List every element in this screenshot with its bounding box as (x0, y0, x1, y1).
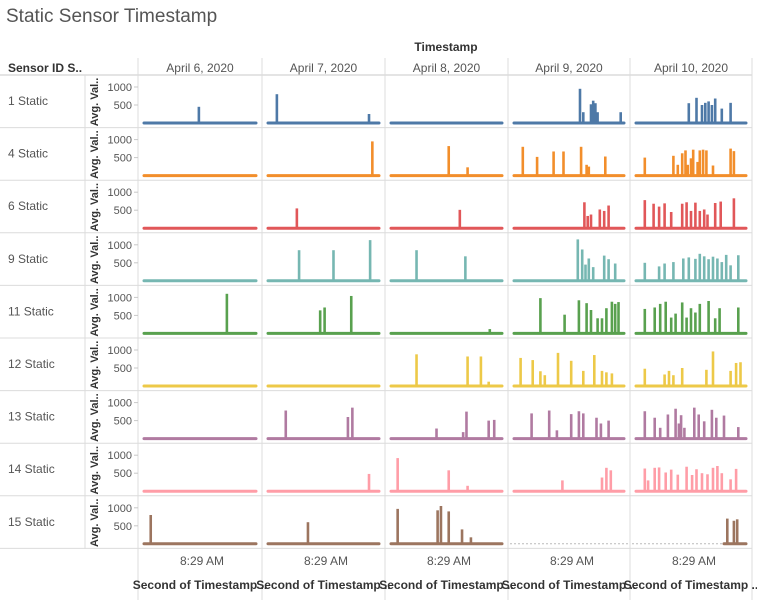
chart-title: Static Sensor Timestamp (6, 6, 218, 27)
row-label: 11 Static (8, 304, 54, 318)
y-axis-label: Avg. Val.. (89, 499, 101, 548)
row-label: 12 Static (8, 357, 55, 371)
y-tick-label: 500 (114, 100, 132, 112)
y-axis-label: Avg. Val.. (89, 393, 101, 442)
y-tick-label: 1000 (108, 450, 132, 462)
y-tick-label: 1000 (108, 345, 132, 357)
y-tick-label: 1000 (108, 82, 132, 94)
y-tick-label: 500 (114, 258, 132, 270)
y-tick-label: 500 (114, 521, 132, 533)
y-tick-label: 1000 (108, 503, 132, 515)
y-axis-label: Avg. Val.. (89, 183, 101, 232)
y-tick-label: 500 (114, 363, 132, 375)
y-axis-label: Avg. Val.. (89, 446, 101, 495)
y-tick-label: 1000 (108, 135, 132, 147)
column-header: Timestamp (414, 40, 477, 54)
y-tick-label: 500 (114, 468, 132, 480)
x-axis-label: Second of Timestamp .. (256, 578, 390, 592)
column-title: April 7, 2020 (290, 61, 358, 75)
y-tick-label: 1000 (108, 187, 132, 199)
row-label: 13 Static (8, 410, 55, 424)
y-tick-label: 500 (114, 205, 132, 217)
x-tick-label: 8:29 AM (550, 554, 594, 568)
row-label: 15 Static (8, 515, 55, 529)
x-axis-label: Second of Timestamp .. (624, 578, 757, 592)
y-tick-label: 500 (114, 310, 132, 322)
x-tick-label: 8:29 AM (180, 554, 224, 568)
column-title: April 10, 2020 (654, 61, 728, 75)
x-tick-label: 8:29 AM (427, 554, 471, 568)
y-axis-label: Avg. Val.. (89, 78, 101, 127)
y-tick-label: 1000 (108, 398, 132, 410)
row-header: Sensor ID S.. (8, 61, 82, 75)
row-label: 4 Static (8, 147, 48, 161)
column-title: April 6, 2020 (166, 61, 234, 75)
y-tick-label: 500 (114, 416, 132, 428)
y-axis-label: Avg. Val.. (89, 288, 101, 337)
row-label: 9 Static (8, 252, 48, 266)
row-label: 6 Static (8, 199, 48, 213)
x-axis-label: Second of Timestamp .. (379, 578, 513, 592)
y-axis-label: Avg. Val.. (89, 236, 101, 285)
x-tick-label: 8:29 AM (304, 554, 348, 568)
row-label: 1 Static (8, 94, 48, 108)
row-label: 14 Static (8, 462, 55, 476)
x-axis-label: Second of Timestamp .. (133, 578, 267, 592)
y-axis-label: Avg. Val.. (89, 341, 101, 390)
x-axis-label: Second of Timestamp .. (502, 578, 636, 592)
y-axis-label: Avg. Val.. (89, 130, 101, 179)
column-title: April 9, 2020 (535, 61, 603, 75)
y-tick-label: 1000 (108, 240, 132, 252)
y-tick-label: 1000 (108, 292, 132, 304)
x-tick-label: 8:29 AM (672, 554, 716, 568)
y-tick-label: 500 (114, 153, 132, 165)
column-title: April 8, 2020 (413, 61, 481, 75)
